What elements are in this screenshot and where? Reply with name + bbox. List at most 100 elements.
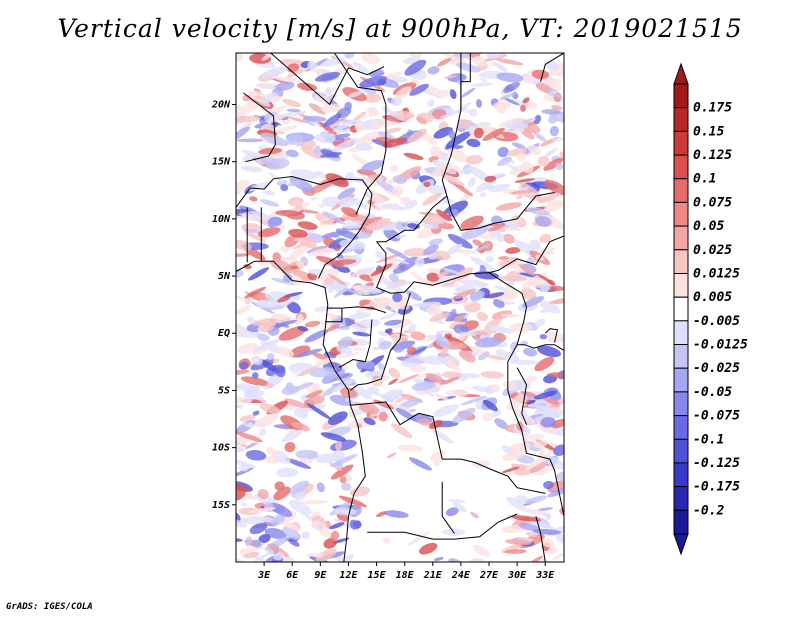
border-line [488,235,564,274]
field-cell [272,358,280,364]
field-cell [549,418,564,429]
field-cell [361,360,375,370]
field-cell [533,390,557,400]
field-cell [327,284,340,293]
field-cell [372,346,380,351]
country-borders [236,53,564,562]
lat-tick-label: EQ [218,328,230,339]
field-cell [487,325,514,334]
field-cell [484,175,497,183]
field-cell [244,286,267,299]
field-cell [407,128,428,143]
field-cell [445,507,459,517]
field-cell [383,108,407,122]
field-cell [304,329,329,343]
field-cell [313,382,321,391]
lat-tick-label: 15N [212,157,231,168]
field-cell [349,519,359,530]
field-cell [411,301,441,307]
field-cell [257,489,269,500]
field-cell [409,83,429,96]
field-cell [471,460,490,468]
field-cell [533,114,542,125]
field-cell [382,115,407,123]
field-cell [389,164,398,173]
field-cell [390,257,410,265]
field-cell [338,197,356,208]
field-cell [534,356,555,372]
field-cell [285,382,294,391]
field-cell [382,71,403,81]
field-cell [435,336,450,348]
field-cell [533,440,548,449]
field-cell [365,370,385,378]
field-cell [423,390,435,397]
field-cell [422,192,442,206]
colorbar: 0.175 0.15 0.125 0.1 0.075 0.05 0.025 0.0125 0.0… [673,62,748,556]
field-cell [335,440,343,451]
field-cell [330,464,354,480]
field-cell [430,449,446,462]
field-cell [328,273,347,286]
field-cell [511,515,541,522]
field-cell [385,247,412,262]
field-cell [287,180,302,187]
field-cell [354,121,365,132]
colorbar-segment [673,154,689,180]
field-cell [364,177,378,185]
field-cell [333,507,357,516]
lon-tick-label: 15E [368,570,387,581]
field-cell [469,256,495,271]
field-cell [431,429,454,444]
field-cell [410,331,426,341]
lon-tick-label: 9E [314,570,327,581]
field-cell [544,179,564,196]
field-cell [237,138,264,143]
field-cell [236,458,257,469]
field-cell [540,417,556,428]
field-cell [282,98,302,108]
field-cell [433,556,444,562]
field-cell [398,374,420,384]
field-cell [409,53,423,59]
field-cell [416,116,427,125]
field-cell [247,422,255,428]
field-cell [520,104,527,112]
field-cell [396,444,424,452]
field-cell [456,62,481,73]
field-cell [287,301,301,314]
field-cell [266,113,287,123]
field-cell [311,352,329,361]
field-cell [503,380,517,391]
field-cell [307,248,335,257]
border-line [376,53,462,243]
field-cell [264,527,287,540]
field-cell [525,495,548,504]
field-cell [438,222,455,230]
border-line [507,306,527,431]
field-cell [304,320,321,328]
field-cell [245,450,267,461]
field-cell [470,290,485,302]
field-cell [311,68,326,74]
field-cell [438,172,466,187]
lon-tick-label: 12E [339,570,358,581]
colorbar-label: -0.05 [693,385,732,400]
field-cell [497,146,509,158]
field-cell [292,239,313,250]
field-cell [390,96,403,107]
field-cell [243,264,252,270]
field-cell [288,362,313,372]
field-cell [269,502,293,518]
field-cell [498,92,517,101]
latitude-axis: 20N 15N 10N 5N EQ 5S 10S 15S [211,99,236,511]
field-cell [252,539,262,548]
field-cell [388,273,399,282]
field-cell [236,482,250,492]
field-cell [255,413,279,428]
field-cell [253,553,269,562]
lon-tick-label: 30E [507,570,527,581]
field-cell [458,332,477,337]
field-cell [496,72,524,83]
field-cell [453,324,470,335]
